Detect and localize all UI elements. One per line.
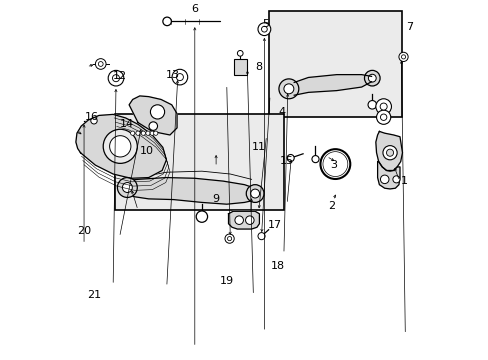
Circle shape bbox=[382, 146, 396, 160]
Bar bbox=[233, 59, 246, 75]
Circle shape bbox=[386, 149, 393, 156]
Circle shape bbox=[141, 131, 145, 135]
Polygon shape bbox=[377, 162, 399, 189]
Circle shape bbox=[401, 55, 405, 59]
Text: 18: 18 bbox=[270, 261, 285, 271]
Circle shape bbox=[112, 75, 119, 82]
Circle shape bbox=[136, 131, 140, 135]
Circle shape bbox=[234, 216, 243, 224]
Circle shape bbox=[163, 17, 171, 26]
Text: 5: 5 bbox=[262, 19, 269, 29]
Text: 11: 11 bbox=[251, 143, 265, 152]
Text: 17: 17 bbox=[267, 220, 281, 230]
Text: 12: 12 bbox=[112, 71, 126, 81]
Circle shape bbox=[284, 84, 293, 94]
Circle shape bbox=[122, 183, 132, 193]
Polygon shape bbox=[76, 114, 166, 178]
Circle shape bbox=[367, 100, 376, 109]
Circle shape bbox=[258, 23, 270, 36]
Circle shape bbox=[250, 189, 259, 198]
Circle shape bbox=[95, 59, 106, 69]
Circle shape bbox=[380, 175, 388, 184]
Polygon shape bbox=[375, 131, 402, 171]
Polygon shape bbox=[119, 177, 260, 204]
Circle shape bbox=[261, 26, 267, 32]
Circle shape bbox=[278, 79, 298, 99]
Text: 20: 20 bbox=[77, 226, 91, 236]
Bar bbox=[115, 114, 283, 210]
Circle shape bbox=[153, 131, 158, 135]
Text: 10: 10 bbox=[140, 146, 153, 156]
Circle shape bbox=[149, 122, 157, 130]
Text: 1: 1 bbox=[400, 176, 407, 186]
Bar bbox=[269, 11, 402, 117]
Circle shape bbox=[196, 211, 207, 222]
Circle shape bbox=[176, 73, 183, 81]
Text: 7: 7 bbox=[405, 22, 412, 32]
Circle shape bbox=[245, 216, 254, 224]
Circle shape bbox=[392, 176, 399, 183]
Circle shape bbox=[150, 131, 154, 135]
Circle shape bbox=[367, 74, 375, 82]
Circle shape bbox=[130, 131, 135, 135]
Circle shape bbox=[379, 103, 386, 110]
Circle shape bbox=[364, 70, 379, 86]
Text: 14: 14 bbox=[119, 119, 133, 129]
Circle shape bbox=[380, 114, 386, 120]
Text: 3: 3 bbox=[329, 160, 336, 170]
Circle shape bbox=[145, 131, 150, 135]
Text: 4: 4 bbox=[278, 107, 285, 117]
Text: 15: 15 bbox=[280, 156, 293, 166]
Circle shape bbox=[227, 237, 231, 241]
Polygon shape bbox=[294, 75, 371, 95]
Text: 9: 9 bbox=[212, 194, 219, 203]
Circle shape bbox=[258, 233, 264, 240]
Circle shape bbox=[117, 177, 137, 197]
Text: 8: 8 bbox=[255, 62, 262, 72]
Circle shape bbox=[172, 69, 187, 85]
Circle shape bbox=[108, 70, 123, 86]
Circle shape bbox=[150, 105, 164, 119]
Text: 13: 13 bbox=[165, 69, 179, 80]
Text: 21: 21 bbox=[87, 290, 102, 300]
Polygon shape bbox=[129, 96, 177, 135]
Text: 2: 2 bbox=[327, 201, 334, 211]
Circle shape bbox=[103, 129, 137, 163]
Circle shape bbox=[286, 154, 294, 162]
Circle shape bbox=[109, 136, 131, 157]
Circle shape bbox=[311, 156, 318, 163]
Polygon shape bbox=[228, 211, 259, 229]
Circle shape bbox=[224, 234, 234, 243]
Text: 6: 6 bbox=[191, 4, 198, 14]
Circle shape bbox=[98, 62, 103, 66]
Circle shape bbox=[376, 110, 390, 124]
Circle shape bbox=[246, 185, 264, 202]
Circle shape bbox=[237, 50, 243, 56]
Circle shape bbox=[375, 99, 391, 114]
Circle shape bbox=[398, 52, 407, 62]
Text: 19: 19 bbox=[219, 276, 233, 286]
Text: 16: 16 bbox=[84, 112, 99, 122]
Circle shape bbox=[91, 118, 97, 124]
